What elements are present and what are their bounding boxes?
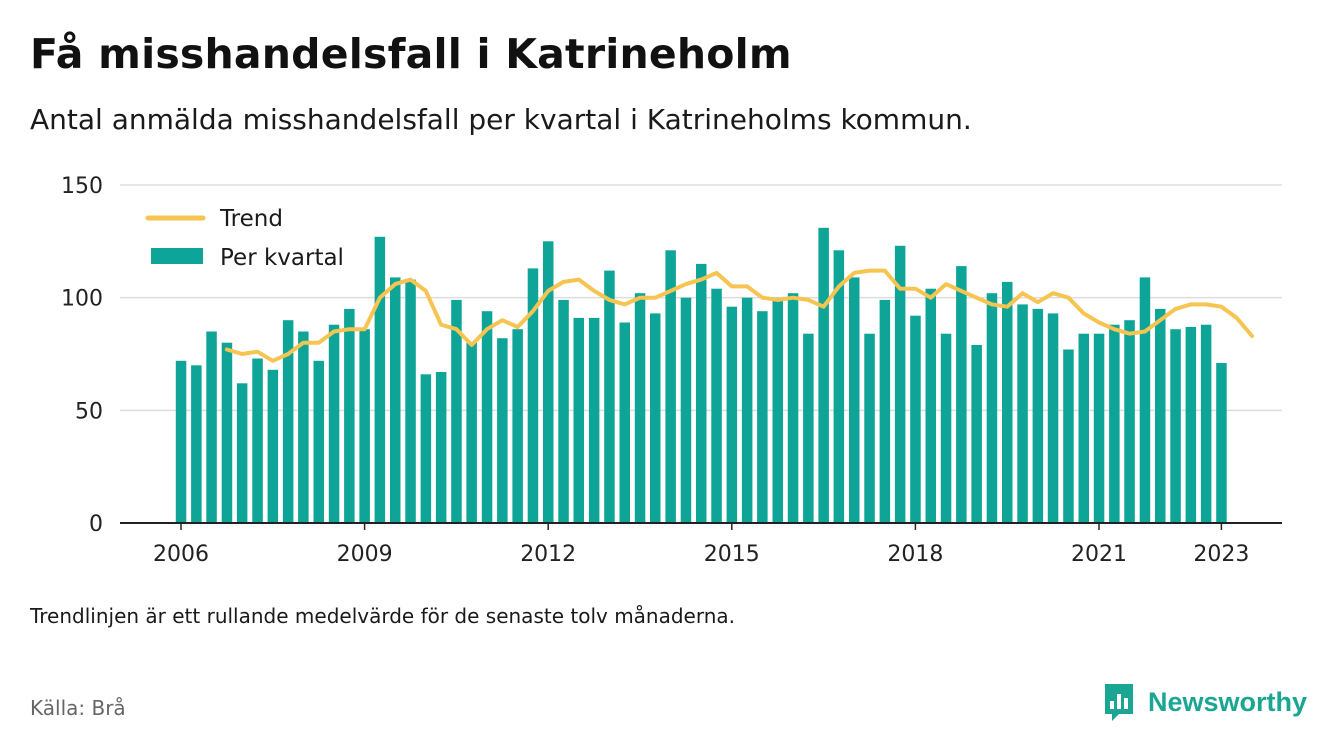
- bar: [298, 331, 309, 523]
- bar: [1093, 333, 1105, 523]
- bar: [527, 268, 539, 523]
- bar: [940, 333, 952, 523]
- bar: [1170, 329, 1181, 523]
- bar: [1017, 304, 1028, 523]
- y-tick-label: 100: [61, 287, 103, 312]
- bar: [757, 311, 768, 523]
- bar: [191, 365, 202, 523]
- bar: [925, 288, 936, 523]
- bar: [390, 277, 401, 523]
- bar: [1185, 327, 1197, 523]
- x-axis-ticks: 2006 2009 2012 2015 2018 2021 2023: [153, 523, 1249, 567]
- bar: [910, 315, 921, 523]
- bar: [833, 250, 845, 524]
- bar: [665, 250, 676, 524]
- bar: [1200, 324, 1212, 523]
- x-tick-label: 2018: [887, 542, 943, 567]
- brand-logo[interactable]: Newsworthy: [1102, 680, 1307, 724]
- legend-trend-label: Trend: [219, 206, 283, 232]
- bar: [956, 266, 967, 523]
- bar: [1124, 320, 1135, 523]
- bar: [1063, 349, 1074, 523]
- bar: [803, 333, 814, 523]
- bar: [1109, 324, 1120, 523]
- bar: [374, 236, 386, 524]
- trend-line: [224, 268, 1254, 363]
- x-tick-label: 2006: [153, 542, 209, 567]
- bar: [1155, 308, 1166, 523]
- bar: [604, 270, 615, 523]
- legend: Trend Per kvartal: [145, 206, 344, 271]
- bar: [971, 345, 982, 523]
- bar: [787, 293, 799, 523]
- x-tick-label: 2021: [1071, 542, 1127, 567]
- brand-name: Newsworthy: [1148, 686, 1308, 717]
- bar: [252, 358, 263, 523]
- chart-note: Trendlinjen är ett rullande medelvärde f…: [30, 604, 736, 628]
- bars: [175, 227, 1227, 524]
- bar: [1216, 363, 1227, 523]
- bar: [497, 338, 508, 523]
- chart-subtitle: Antal anmälda misshandelsfall per kvarta…: [30, 103, 972, 136]
- bar: [864, 333, 875, 523]
- y-tick-label: 50: [75, 399, 103, 424]
- bar: [879, 299, 891, 523]
- bar: [573, 317, 584, 523]
- bar: [818, 227, 829, 524]
- y-tick-label: 150: [61, 174, 103, 199]
- chart-title: Få misshandelsfall i Katrineholm: [30, 30, 792, 78]
- bar: [741, 297, 753, 523]
- x-tick-label: 2012: [520, 542, 576, 567]
- bar: [772, 297, 783, 523]
- bar: [543, 241, 554, 524]
- bar: [680, 297, 692, 523]
- bar: [726, 306, 738, 523]
- y-tick-label: 0: [89, 512, 103, 537]
- bar: [619, 322, 630, 523]
- legend-bar-label: Per kvartal: [220, 245, 344, 271]
- bar: [236, 383, 248, 523]
- bar: [282, 320, 294, 523]
- bar: [1078, 333, 1089, 523]
- x-tick-label: 2015: [704, 542, 760, 567]
- y-axis-ticks: 0 50 100 150: [61, 174, 103, 537]
- legend-bar-swatch: [151, 248, 203, 264]
- bar: [986, 293, 998, 523]
- bar: [1047, 313, 1059, 523]
- bar: [420, 374, 432, 523]
- bar: [650, 313, 661, 523]
- source-label: Källa: Brå: [30, 696, 126, 720]
- bar: [1032, 308, 1044, 523]
- bar: [481, 311, 493, 523]
- bar: [206, 331, 217, 523]
- newsworthy-logo-icon: [1105, 684, 1133, 721]
- bar: [466, 342, 477, 523]
- bar: [451, 299, 462, 523]
- x-tick-label: 2023: [1193, 542, 1249, 567]
- bar: [313, 360, 324, 523]
- bar: [175, 360, 187, 523]
- bar: [221, 342, 233, 523]
- bar: [1002, 281, 1013, 523]
- bar: [435, 372, 447, 523]
- bar: [359, 329, 370, 523]
- bar: [344, 308, 355, 523]
- bar: [696, 263, 707, 523]
- bar: [558, 299, 569, 523]
- bar: [512, 329, 523, 523]
- bar: [267, 369, 279, 523]
- bar: [849, 277, 860, 523]
- bar: [711, 288, 722, 523]
- bar: [634, 293, 646, 523]
- bar: [894, 245, 906, 524]
- bar: [405, 279, 416, 523]
- chart: 0 50 100 150 2006 2009 2012 2015 2018 2021 2023 T…: [61, 174, 1282, 567]
- x-tick-label: 2009: [337, 542, 393, 567]
- bar: [588, 317, 600, 523]
- bar: [328, 324, 340, 523]
- bar: [1139, 277, 1151, 523]
